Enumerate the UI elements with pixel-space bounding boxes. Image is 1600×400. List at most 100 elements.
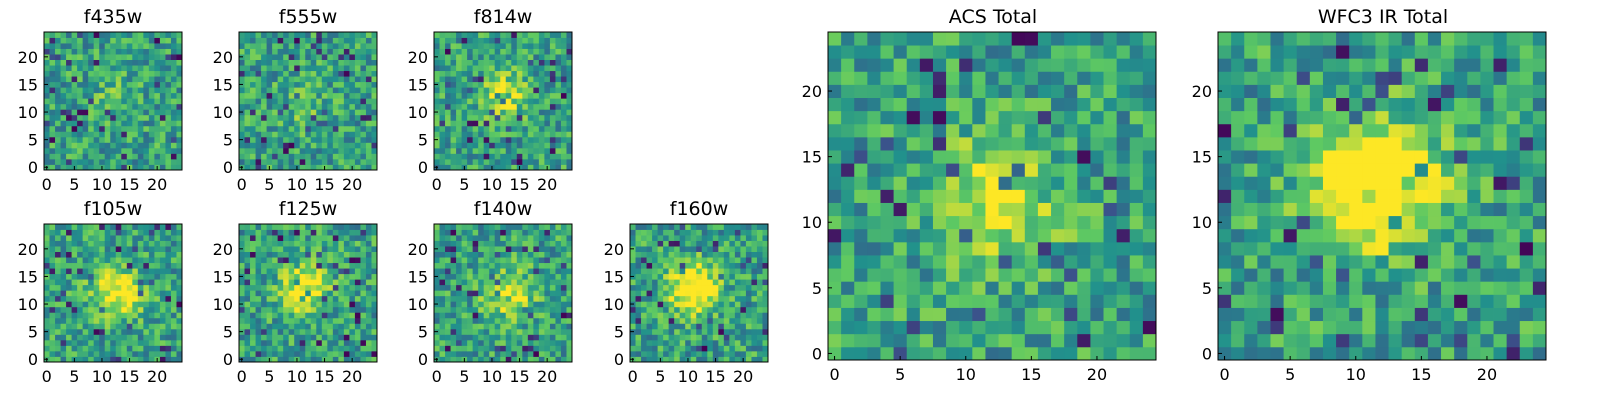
heatmap-cell <box>450 114 457 121</box>
heatmap-cell <box>544 273 551 280</box>
heatmap-cell <box>467 295 474 302</box>
heatmap-cell <box>707 334 714 341</box>
heatmap-cell <box>148 70 155 77</box>
heatmap-cell <box>261 131 267 138</box>
heatmap-cell <box>316 273 323 280</box>
heatmap-cell <box>712 224 719 230</box>
heatmap-cell <box>467 125 474 132</box>
heatmap-cell <box>288 114 295 121</box>
heatmap-cell <box>272 81 279 88</box>
heatmap-cell <box>255 114 262 121</box>
heatmap-cell <box>533 70 540 77</box>
heatmap-cell <box>104 136 111 143</box>
heatmap-cell <box>544 251 551 258</box>
heatmap-cell <box>560 328 567 335</box>
heatmap-cell <box>121 32 128 38</box>
heatmap-cell <box>349 87 356 94</box>
heatmap-cell <box>679 345 686 352</box>
heatmap-cell <box>641 235 647 241</box>
heatmap-cell <box>555 114 562 121</box>
heatmap-cell <box>505 290 512 297</box>
heatmap-cell <box>88 235 95 241</box>
heatmap-cell <box>338 76 345 83</box>
heatmap-cell <box>516 32 523 38</box>
heatmap-cell <box>646 350 653 357</box>
axes-frame <box>433 31 573 171</box>
heatmap-cell <box>450 306 457 313</box>
heatmap-cell <box>434 345 440 352</box>
heatmap-cell <box>867 189 881 203</box>
heatmap-cell <box>305 235 312 241</box>
panel-title: f814w <box>473 6 533 28</box>
heatmap-cell <box>104 158 111 165</box>
heatmap-cell <box>332 279 339 286</box>
heatmap-cell <box>483 328 490 335</box>
heatmap-cell <box>478 54 485 60</box>
heatmap-cell <box>148 153 155 160</box>
heatmap-cell <box>707 268 714 275</box>
heatmap-cell <box>511 92 518 99</box>
heatmap-cell <box>646 229 653 236</box>
heatmap-cell <box>121 290 128 297</box>
heatmap-cell <box>959 346 973 361</box>
heatmap-cell <box>266 284 273 291</box>
heatmap-cell <box>93 109 100 116</box>
heatmap-cell <box>972 241 986 256</box>
heatmap-cell <box>560 240 567 247</box>
heatmap-cell <box>685 295 692 302</box>
heatmap-cell <box>126 273 133 280</box>
heatmap-cell <box>154 103 161 110</box>
heatmap-cell <box>439 240 446 247</box>
heatmap-cell <box>143 131 150 138</box>
heatmap-cell <box>332 295 339 302</box>
heatmap-cell <box>630 334 636 341</box>
heatmap-cell <box>343 334 350 341</box>
heatmap-cell <box>635 339 642 346</box>
heatmap-cell <box>82 158 89 165</box>
heatmap-cell <box>505 98 512 105</box>
heatmap-cell <box>489 136 496 143</box>
heatmap-cell <box>255 92 262 99</box>
heatmap-cell <box>132 153 139 160</box>
heatmap-cell <box>60 65 67 72</box>
heatmap-cell <box>1116 136 1131 151</box>
heatmap-cell <box>1116 307 1131 322</box>
heatmap-cell <box>88 81 95 88</box>
heatmap-cell <box>176 131 183 138</box>
heatmap-cell <box>505 317 512 324</box>
heatmap-cell <box>516 290 523 297</box>
heatmap-cell <box>668 257 675 264</box>
heatmap-cell <box>762 290 769 297</box>
heatmap-cell <box>82 235 89 241</box>
heatmap-cell <box>66 268 72 275</box>
heatmap-cell <box>740 262 747 269</box>
heatmap-cell <box>959 150 973 164</box>
heatmap-cell <box>685 323 692 330</box>
heatmap-cell <box>478 350 485 357</box>
heatmap-cell <box>1011 189 1026 203</box>
heatmap-cell <box>674 279 681 286</box>
heatmap-cell <box>527 76 534 83</box>
heatmap-cell <box>121 142 128 149</box>
heatmap-cell <box>641 295 647 302</box>
heatmap-cell <box>66 339 72 346</box>
heatmap-cell <box>500 290 507 297</box>
heatmap-cell <box>522 251 529 258</box>
heatmap-cell <box>461 76 468 83</box>
heatmap-cell <box>115 147 122 154</box>
heatmap-cell <box>365 356 372 363</box>
heatmap-cell <box>729 246 736 252</box>
heatmap-cell <box>489 273 496 280</box>
heatmap-cell <box>549 334 556 341</box>
heatmap-cell <box>321 114 328 121</box>
heatmap-cell <box>115 339 122 346</box>
heatmap-cell <box>148 229 155 236</box>
heatmap-cell <box>77 350 84 357</box>
x-tick-label: 15 <box>119 175 139 194</box>
heatmap-cell <box>549 142 556 149</box>
heatmap-cell <box>110 301 117 308</box>
heatmap-cell <box>327 328 334 335</box>
heatmap-cell <box>723 229 730 236</box>
heatmap-cell <box>126 295 133 302</box>
heatmap-cell <box>143 312 150 319</box>
